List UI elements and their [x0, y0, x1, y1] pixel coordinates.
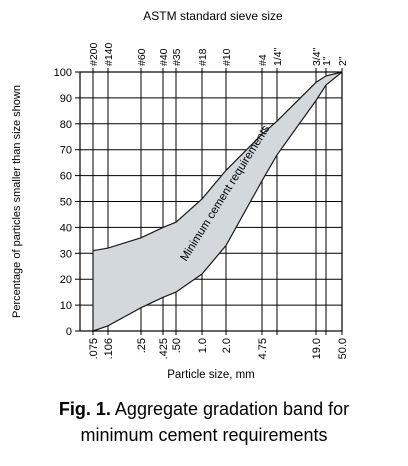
y-axis-label: Percentage of particles smaller than siz…: [11, 85, 23, 318]
x-tick-label-7: 4.75: [257, 338, 269, 359]
sieve-label-4: #35: [171, 48, 183, 66]
sieve-label-9: 3/4": [311, 47, 323, 66]
chart-title: ASTM standard sieve size: [143, 9, 283, 23]
y-tick-label-10: 10: [60, 300, 72, 312]
figure-caption: Fig. 1. Aggregate gradation band for min…: [0, 396, 408, 448]
x-tick-label-5: 1.0: [197, 338, 209, 353]
sieve-label-5: #18: [197, 48, 209, 66]
sieve-label-8: 1/4": [272, 47, 284, 66]
y-tick-label-70: 70: [60, 145, 72, 157]
caption-text-line1: Aggregate gradation band for: [114, 399, 350, 419]
caption-text-line2: minimum cement requirements: [80, 425, 328, 445]
y-tick-label-20: 20: [60, 274, 72, 286]
x-tick-label-6: 2.0: [221, 338, 233, 353]
x-tick-label-11: 50.0: [337, 338, 349, 359]
caption-figure-label: Fig. 1.: [58, 399, 111, 419]
frame-layer: [79, 71, 343, 332]
x-axis-label: Particle size, mm: [167, 369, 255, 381]
upper-boundary-line: [92, 71, 343, 252]
sieve-label-6: #10: [221, 48, 233, 66]
x-tick-label-2: .25: [136, 338, 148, 353]
x-tick-label-0: .075: [88, 338, 100, 359]
band-layer: [92, 71, 343, 332]
x-tick-label-9: 19.0: [311, 338, 323, 359]
y-tick-label-80: 80: [60, 119, 72, 131]
sieve-label-10: 1": [321, 56, 333, 66]
sieve-label-7: #4: [257, 54, 269, 66]
sieve-label-3: #40: [158, 48, 170, 66]
x-tick-label-1: .106: [103, 338, 115, 359]
x-tick-label-3: .425: [158, 338, 170, 359]
y-tick-label-90: 90: [60, 93, 72, 105]
y-tick-label-40: 40: [60, 222, 72, 234]
sieve-label-1: #140: [103, 42, 115, 66]
lower-boundary-line: [92, 71, 343, 332]
sieve-label-11: 2": [337, 56, 349, 66]
y-tick-label-0: 0: [66, 326, 72, 338]
y-tick-label-50: 50: [60, 197, 72, 209]
sieve-label-0: #200: [88, 42, 100, 66]
gradation-band: [93, 72, 342, 331]
plot-frame: [79, 71, 343, 332]
x-tick-label-4: .50: [171, 338, 183, 353]
sieve-label-2: #60: [136, 48, 148, 66]
y-tick-label-100: 100: [54, 67, 72, 79]
y-tick-label-30: 30: [60, 248, 72, 260]
y-tick-label-60: 60: [60, 171, 72, 183]
